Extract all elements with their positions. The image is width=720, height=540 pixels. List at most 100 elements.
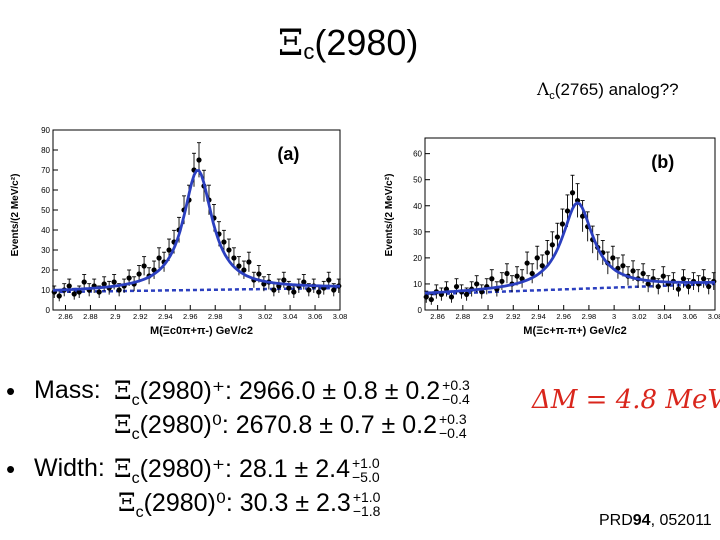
- data-point: [464, 291, 470, 297]
- syst-up: +1.0: [351, 455, 380, 472]
- bullet-mark: •: [6, 454, 16, 484]
- data-point: [291, 289, 297, 295]
- y-tick-label: 10: [413, 280, 422, 289]
- syst-down: −5.0: [351, 469, 380, 486]
- x-tick-label: 2.92: [506, 312, 521, 321]
- reference-volume: 94: [632, 512, 651, 529]
- y-tick-label: 70: [41, 166, 50, 175]
- mass-zero-syst: +0.3 −0.4: [439, 412, 467, 440]
- subtitle-rest: (2765) analog??: [554, 80, 679, 99]
- width-zero-entry: Ξc(2980)⁰: 30.3 ± 2.3 +1.0 −1.8: [118, 488, 381, 521]
- y-tick-label: 40: [413, 202, 422, 211]
- title-subscript: c: [303, 39, 315, 64]
- data-point: [610, 255, 616, 261]
- state-label: (2980)⁺:: [139, 377, 239, 405]
- x-tick-label: 2.86: [58, 312, 73, 321]
- x-tick-label: 2.98: [208, 312, 223, 321]
- data-point: [101, 281, 107, 287]
- x-tick-label: 2.92: [133, 312, 148, 321]
- x-tick-label: 2.96: [183, 312, 198, 321]
- data-point: [66, 283, 72, 289]
- data-point: [136, 271, 142, 277]
- title-symbol: Ξ: [278, 23, 304, 64]
- x-tick-label: 2.88: [456, 312, 471, 321]
- x-tick-label: 2.98: [582, 312, 597, 321]
- data-point: [549, 242, 555, 248]
- y-tick-label: 0: [418, 306, 423, 315]
- data-point: [96, 289, 102, 295]
- data-point: [706, 283, 712, 290]
- y-tick-label: 20: [413, 254, 422, 263]
- panel-a: 0 10 20 30 40 50 60 70 80 90 2.86 2.88 2.9 2.92 2.94 2.…: [10, 126, 347, 337]
- data-point: [331, 287, 337, 293]
- panel-label: (b): [651, 152, 674, 172]
- x-tick-label: 3.04: [283, 312, 298, 321]
- data-point: [504, 270, 510, 277]
- width-zero-syst: +1.0 −1.8: [353, 490, 381, 518]
- data-point: [231, 255, 237, 261]
- x-axis-label: M(Ξc+π-π+) GeV/c2: [523, 325, 626, 337]
- data-point: [221, 239, 227, 245]
- subtitle-symbol: Λ: [537, 80, 550, 100]
- x-tick-label: 3.08: [708, 312, 720, 321]
- data-point: [111, 279, 117, 285]
- x-tick-label: 3: [612, 312, 616, 321]
- fit-curve: [424, 201, 716, 295]
- x-tick-label: 3: [238, 312, 242, 321]
- data-point: [620, 263, 626, 269]
- width-plus-value: 28.1 ± 2.4: [238, 455, 350, 483]
- plot-frame: [424, 137, 716, 311]
- x-tick-label: 3.02: [258, 312, 273, 321]
- syst-up: +0.3: [438, 411, 467, 428]
- subtitle-subscript: c: [549, 90, 555, 102]
- width-plus-entry: Ξc(2980)⁺: 28.1 ± 2.4 +1.0 −5.0: [114, 454, 380, 487]
- x-tick-label: 2.88: [83, 312, 98, 321]
- data-point: [630, 268, 636, 274]
- syst-down: −1.8: [352, 503, 381, 520]
- xi-symbol: Ξ: [114, 410, 132, 439]
- mass-zero-entry: Ξc(2980)⁰: 2670.8 ± 0.7 ± 0.2 +0.3 −0.4: [114, 410, 467, 443]
- x-tick-label: 3.06: [308, 312, 323, 321]
- reference-journal: PRD: [599, 512, 633, 529]
- data-point: [56, 293, 62, 299]
- data-point: [428, 296, 434, 303]
- data-point: [156, 255, 162, 261]
- width-plus-syst: +1.0 −5.0: [352, 456, 380, 484]
- data-point: [281, 277, 287, 283]
- mass-plus-entry: Ξc(2980)⁺: 2966.0 ± 0.8 ± 0.2 +0.3 −0.4: [114, 376, 470, 409]
- plot-frame: [52, 129, 341, 311]
- y-tick-label: 10: [41, 286, 50, 295]
- data-point: [271, 287, 277, 293]
- data-point: [246, 259, 252, 265]
- data-point: [241, 267, 247, 273]
- data-point: [529, 270, 535, 277]
- reference-page: , 052011: [650, 512, 712, 529]
- data-point: [316, 289, 322, 295]
- slide-subtitle: Λc(2765) analog??: [537, 80, 679, 102]
- xi-symbol: Ξ: [114, 454, 132, 483]
- x-tick-label: 3.06: [682, 312, 697, 321]
- x-tick-label: 3.02: [632, 312, 647, 321]
- data-point: [301, 279, 307, 285]
- data-point: [655, 283, 661, 290]
- xi-subscript: c: [131, 470, 140, 487]
- xi-symbol: Ξ: [114, 376, 132, 405]
- data-point: [141, 263, 147, 269]
- data-point: [286, 285, 292, 291]
- data-point: [423, 294, 429, 300]
- data-point: [71, 291, 77, 297]
- data-point: [645, 281, 651, 287]
- state-label: (2980)⁰:: [143, 489, 240, 517]
- data-point: [569, 190, 576, 196]
- data-point: [675, 286, 682, 292]
- data-point: [685, 283, 692, 290]
- y-tick-label: 50: [41, 206, 50, 215]
- title-rest: (2980): [314, 22, 419, 63]
- y-tick-label: 60: [413, 150, 422, 159]
- data-point: [640, 270, 646, 277]
- data-point: [514, 273, 520, 279]
- x-tick-label: 3.08: [333, 312, 348, 321]
- xi-subscript: c: [135, 504, 144, 521]
- data-point: [489, 276, 495, 282]
- data-point: [151, 267, 157, 273]
